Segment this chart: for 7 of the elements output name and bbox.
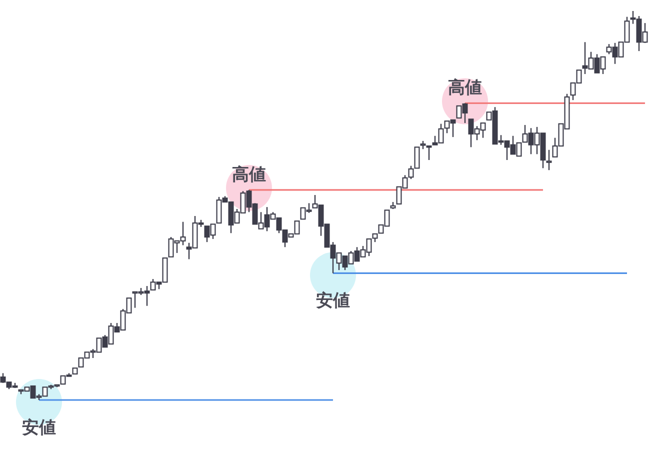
annotation: 安値: [22, 418, 56, 438]
annotation: 高値: [232, 164, 266, 185]
annotation: 安値: [316, 291, 350, 312]
candlestick: [408, 165, 414, 180]
annotation: 高値: [448, 78, 482, 98]
candlestick: [546, 149, 552, 171]
candlestick: [414, 146, 420, 169]
